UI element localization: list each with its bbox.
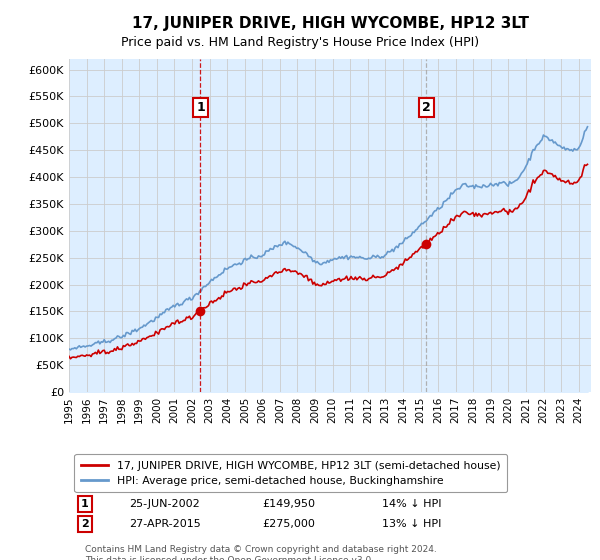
Text: 2: 2 xyxy=(422,101,431,114)
Text: £275,000: £275,000 xyxy=(262,519,315,529)
Legend: 17, JUNIPER DRIVE, HIGH WYCOMBE, HP12 3LT (semi-detached house), HPI: Average pr: 17, JUNIPER DRIVE, HIGH WYCOMBE, HP12 3L… xyxy=(74,454,507,492)
Text: 1: 1 xyxy=(81,498,89,508)
Text: 13% ↓ HPI: 13% ↓ HPI xyxy=(382,519,442,529)
Text: Price paid vs. HM Land Registry's House Price Index (HPI): Price paid vs. HM Land Registry's House … xyxy=(121,36,479,49)
Title: 17, JUNIPER DRIVE, HIGH WYCOMBE, HP12 3LT: 17, JUNIPER DRIVE, HIGH WYCOMBE, HP12 3L… xyxy=(131,16,529,31)
Text: 25-JUN-2002: 25-JUN-2002 xyxy=(129,498,200,508)
Text: 14% ↓ HPI: 14% ↓ HPI xyxy=(382,498,442,508)
Text: 1: 1 xyxy=(196,101,205,114)
Text: 27-APR-2015: 27-APR-2015 xyxy=(129,519,201,529)
Text: 2: 2 xyxy=(81,519,89,529)
Text: £149,950: £149,950 xyxy=(262,498,315,508)
Text: Contains HM Land Registry data © Crown copyright and database right 2024.
This d: Contains HM Land Registry data © Crown c… xyxy=(85,545,436,560)
